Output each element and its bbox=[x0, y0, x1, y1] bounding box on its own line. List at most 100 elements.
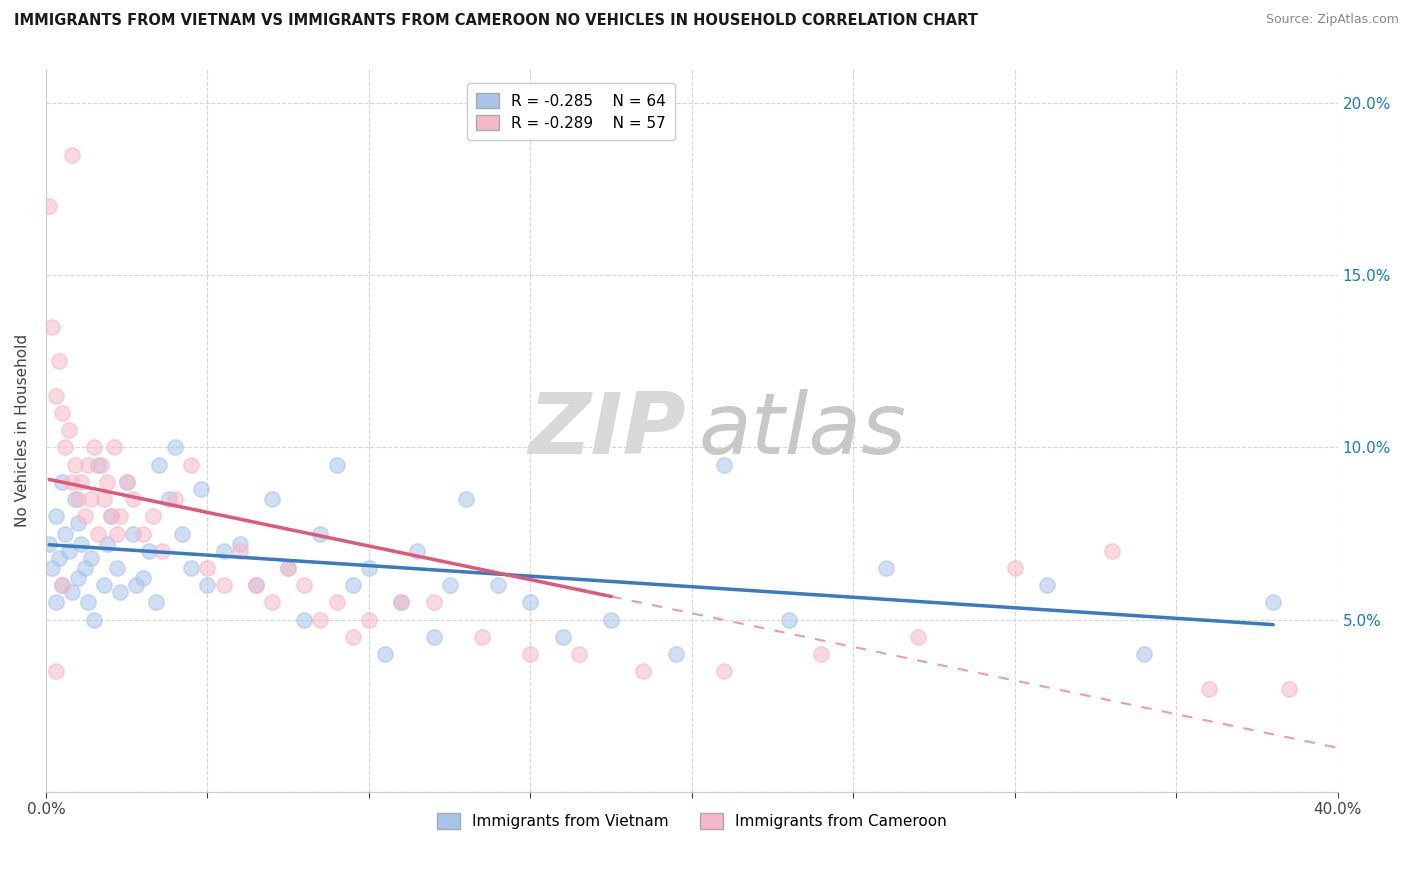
Point bbox=[83, 613, 105, 627]
Point bbox=[63, 492, 86, 507]
Point bbox=[245, 578, 267, 592]
Point bbox=[105, 561, 128, 575]
Point bbox=[471, 630, 494, 644]
Point bbox=[277, 561, 299, 575]
Point bbox=[260, 595, 283, 609]
Text: IMMIGRANTS FROM VIETNAM VS IMMIGRANTS FROM CAMEROON NO VEHICLES IN HOUSEHOLD COR: IMMIGRANTS FROM VIETNAM VS IMMIGRANTS FR… bbox=[14, 13, 979, 29]
Point bbox=[110, 509, 132, 524]
Point bbox=[77, 595, 100, 609]
Point bbox=[83, 441, 105, 455]
Point bbox=[165, 492, 187, 507]
Point bbox=[1278, 681, 1301, 696]
Point bbox=[70, 537, 93, 551]
Point bbox=[53, 526, 76, 541]
Point bbox=[277, 561, 299, 575]
Point bbox=[93, 578, 115, 592]
Point bbox=[138, 544, 160, 558]
Point bbox=[229, 544, 252, 558]
Point bbox=[70, 475, 93, 489]
Point bbox=[110, 585, 132, 599]
Point bbox=[180, 458, 202, 472]
Point bbox=[41, 561, 63, 575]
Point bbox=[60, 585, 83, 599]
Point bbox=[105, 526, 128, 541]
Point bbox=[96, 537, 118, 551]
Point bbox=[600, 613, 623, 627]
Point bbox=[125, 578, 148, 592]
Point bbox=[148, 458, 170, 472]
Point bbox=[778, 613, 800, 627]
Point bbox=[67, 492, 90, 507]
Point bbox=[115, 475, 138, 489]
Point bbox=[229, 537, 252, 551]
Point bbox=[165, 441, 187, 455]
Point bbox=[51, 578, 73, 592]
Point bbox=[342, 578, 364, 592]
Text: atlas: atlas bbox=[699, 389, 907, 472]
Point bbox=[80, 550, 103, 565]
Point bbox=[93, 492, 115, 507]
Point bbox=[51, 406, 73, 420]
Point bbox=[212, 544, 235, 558]
Point bbox=[51, 475, 73, 489]
Point bbox=[551, 630, 574, 644]
Point bbox=[157, 492, 180, 507]
Legend: Immigrants from Vietnam, Immigrants from Cameroon: Immigrants from Vietnam, Immigrants from… bbox=[432, 806, 953, 835]
Point bbox=[325, 458, 347, 472]
Point bbox=[141, 509, 163, 524]
Point bbox=[45, 509, 67, 524]
Point bbox=[103, 441, 125, 455]
Point bbox=[77, 458, 100, 472]
Point bbox=[389, 595, 412, 609]
Point bbox=[45, 389, 67, 403]
Point bbox=[170, 526, 193, 541]
Point bbox=[132, 571, 155, 585]
Point bbox=[810, 647, 832, 661]
Point bbox=[519, 647, 541, 661]
Point bbox=[1133, 647, 1156, 661]
Point bbox=[190, 482, 212, 496]
Point bbox=[73, 561, 96, 575]
Point bbox=[73, 509, 96, 524]
Y-axis label: No Vehicles in Household: No Vehicles in Household bbox=[15, 334, 30, 527]
Point bbox=[122, 526, 145, 541]
Point bbox=[374, 647, 396, 661]
Point bbox=[90, 458, 112, 472]
Point bbox=[86, 526, 108, 541]
Point bbox=[1263, 595, 1285, 609]
Point bbox=[58, 423, 80, 437]
Point bbox=[197, 578, 219, 592]
Point bbox=[309, 613, 332, 627]
Point bbox=[907, 630, 929, 644]
Point bbox=[713, 458, 735, 472]
Point bbox=[53, 441, 76, 455]
Text: Source: ZipAtlas.com: Source: ZipAtlas.com bbox=[1265, 13, 1399, 27]
Point bbox=[100, 509, 122, 524]
Point bbox=[389, 595, 412, 609]
Point bbox=[519, 595, 541, 609]
Point bbox=[115, 475, 138, 489]
Point bbox=[100, 509, 122, 524]
Point bbox=[292, 578, 315, 592]
Point bbox=[260, 492, 283, 507]
Point bbox=[422, 630, 444, 644]
Point bbox=[38, 537, 60, 551]
Point bbox=[212, 578, 235, 592]
Point bbox=[357, 613, 380, 627]
Point bbox=[1036, 578, 1059, 592]
Point bbox=[439, 578, 461, 592]
Point bbox=[150, 544, 173, 558]
Point bbox=[51, 578, 73, 592]
Point bbox=[1101, 544, 1123, 558]
Point bbox=[357, 561, 380, 575]
Point bbox=[875, 561, 897, 575]
Point bbox=[38, 199, 60, 213]
Point bbox=[60, 147, 83, 161]
Point bbox=[122, 492, 145, 507]
Point bbox=[633, 665, 655, 679]
Point bbox=[309, 526, 332, 541]
Point bbox=[67, 516, 90, 531]
Point bbox=[342, 630, 364, 644]
Point bbox=[486, 578, 509, 592]
Point bbox=[713, 665, 735, 679]
